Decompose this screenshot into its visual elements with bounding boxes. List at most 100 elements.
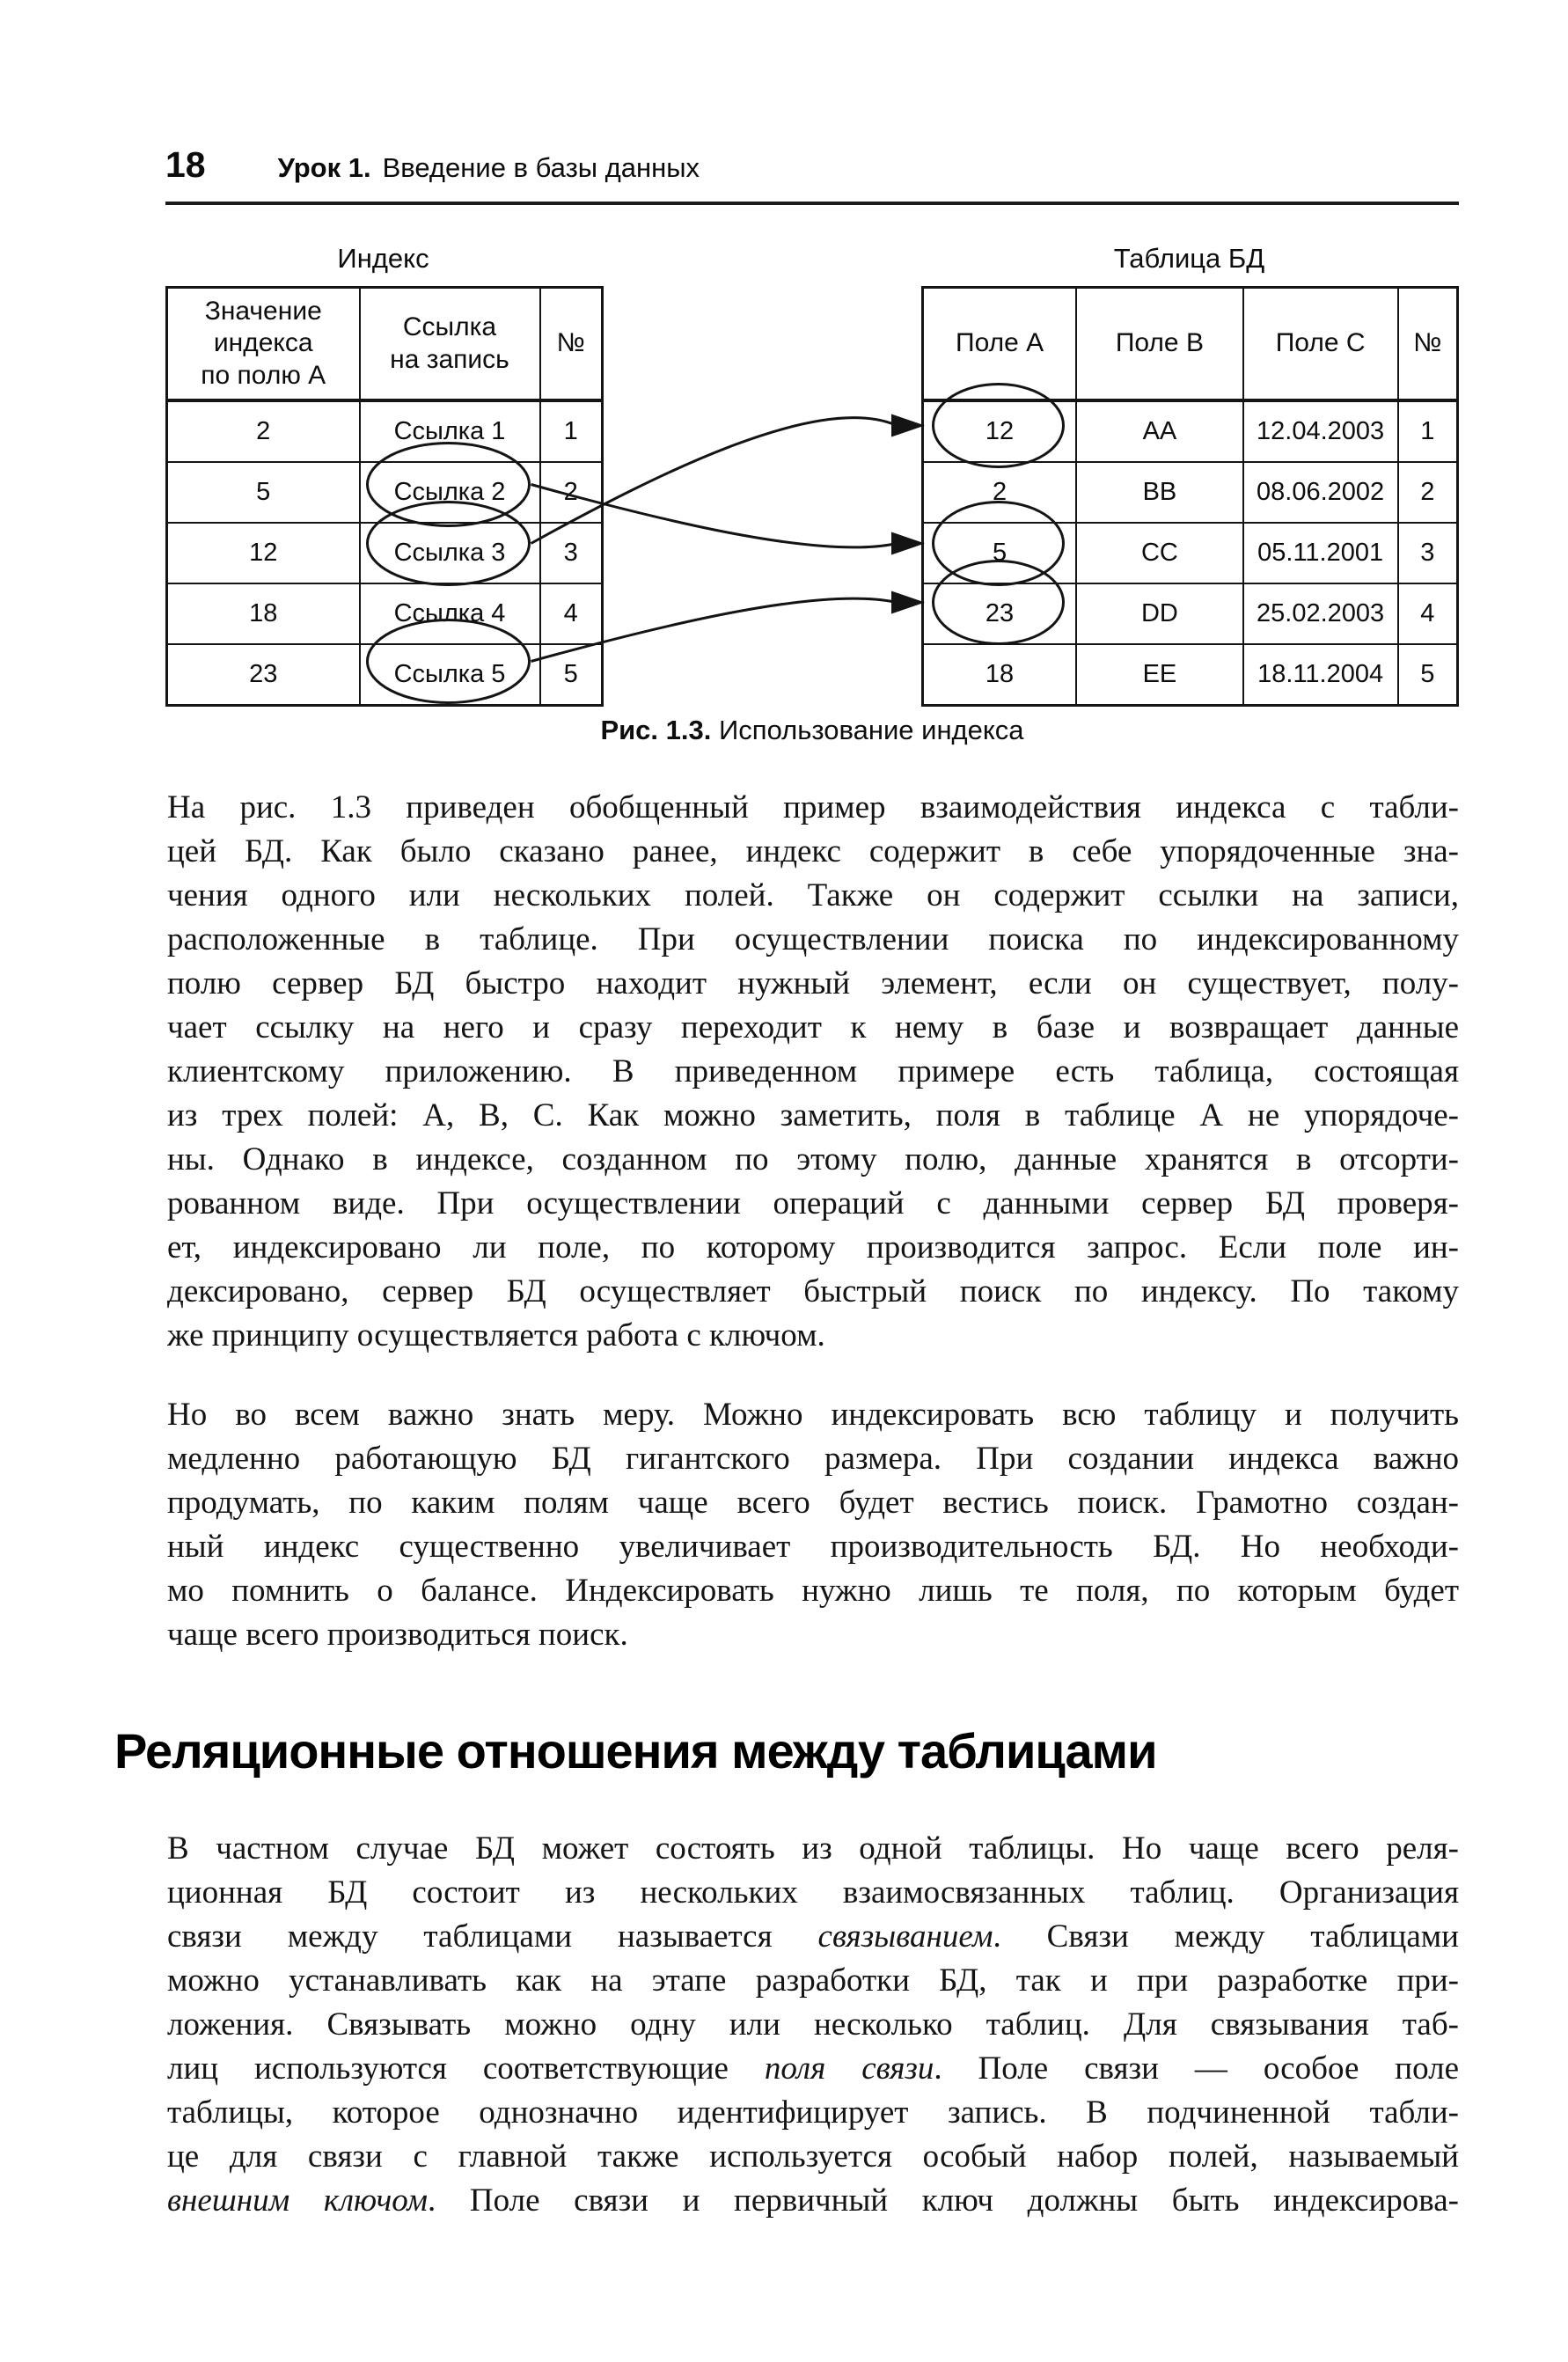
- text-segment: лиц используются соответствующие: [167, 2050, 765, 2087]
- table-cell: 1: [539, 400, 604, 463]
- table-cell: 12: [921, 400, 1078, 463]
- table-header-row: Значение индекса по полю А Ссылка на запи…: [165, 286, 604, 402]
- db-table: Поле А Поле В Поле С № 12 AA 12.04.2003 1 2 BB 08.…: [921, 286, 1459, 707]
- db-table-title: Таблица БД: [1113, 243, 1265, 274]
- text-line: ный индекс существенно увеличивает произ…: [167, 1525, 1459, 1569]
- text-segment: расположенные в таблице. При осуществлен…: [167, 921, 1459, 957]
- text-segment: це для связи с главной также используетс…: [167, 2138, 1459, 2175]
- relation-arrowhead: [891, 590, 925, 614]
- running-head: 18 Урок 1. Введение в базы данных: [165, 144, 1459, 186]
- table-cell: 23: [165, 643, 361, 707]
- text-line: В частном случае БД может состоять из од…: [167, 1827, 1459, 1871]
- text-segment: цей БД. Как было сказано ранее, индекс с…: [167, 833, 1459, 869]
- text-line: Но во всем важно знать меру. Можно индек…: [167, 1393, 1459, 1437]
- table-cell: 3: [539, 522, 604, 584]
- section-heading: Реляционные отношения между таблицами: [114, 1723, 1158, 1779]
- table-header-cell: Значение индекса по полю А: [165, 286, 361, 402]
- text-segment: продумать, по каким полям чаще всего буд…: [167, 1485, 1459, 1521]
- table-cell: 05.11.2001: [1242, 522, 1399, 584]
- table-cell: 1: [1396, 400, 1459, 463]
- emphasized-text: внешним ключом: [167, 2182, 429, 2219]
- table-cell: 18.11.2004: [1242, 643, 1399, 707]
- table-cell: Ссылка 5: [358, 643, 541, 707]
- text-line: медленно работающую БД гигантского разме…: [167, 1437, 1459, 1481]
- text-line: цей БД. Как было сказано ранее, индекс с…: [167, 830, 1459, 874]
- text-segment: дексировано, сервер БД осуществляет быст…: [167, 1273, 1459, 1309]
- text-segment: клиентскому приложению. В приведенном пр…: [167, 1053, 1459, 1089]
- table-row: 5 CC 05.11.2001 3: [921, 522, 1459, 584]
- table-cell: 25.02.2003: [1242, 583, 1399, 645]
- text-line: связи между таблицами называется связыва…: [167, 1915, 1459, 1959]
- table-cell: 23: [921, 583, 1078, 645]
- text-line: дексировано, сервер БД осуществляет быст…: [167, 1270, 1459, 1314]
- table-cell: 4: [539, 583, 604, 645]
- text-segment: таблицы, которое однозначно идентифициру…: [167, 2094, 1459, 2131]
- text-segment: полю сервер БД быстро находит нужный эле…: [167, 965, 1459, 1001]
- text-line: це для связи с главной также используетс…: [167, 2135, 1459, 2179]
- table-cell: Ссылка 1: [358, 400, 541, 463]
- table-cell: 5: [165, 461, 361, 524]
- text-segment: Но во всем важно знать меру. Можно индек…: [167, 1397, 1459, 1433]
- text-segment: . Поле связи и первичный ключ должны быт…: [428, 2182, 1459, 2219]
- relation-arrowhead: [891, 414, 925, 437]
- text-line: мо помнить о балансе. Индексировать нужн…: [167, 1569, 1459, 1613]
- table-cell: 2: [165, 400, 361, 463]
- text-line: чаще всего производиться поиск.: [167, 1613, 1459, 1657]
- paragraph: В частном случае БД может состоять из од…: [167, 1827, 1459, 2223]
- text-segment: . Связи между таблицами: [993, 1918, 1459, 1955]
- body-text: На рис. 1.3 приведен обобщенный пример в…: [114, 786, 1459, 2223]
- table-header-cell: Поле С: [1242, 286, 1399, 402]
- table-cell: BB: [1075, 461, 1244, 524]
- table-cell: Ссылка 2: [358, 461, 541, 524]
- text-line: расположенные в таблице. При осуществлен…: [167, 918, 1459, 962]
- text-line: из трех полей: А, В, С. Как можно замети…: [167, 1094, 1459, 1138]
- text-segment: рованном виде. При осуществлении операци…: [167, 1185, 1459, 1221]
- running-head-title: Введение в базы данных: [382, 152, 700, 183]
- text-line: ложения. Связывать можно одну или нескол…: [167, 2003, 1459, 2047]
- text-segment: связи между таблицами называется: [167, 1918, 818, 1955]
- table-cell: EE: [1075, 643, 1244, 707]
- figure-caption: Рис. 1.3. Использование индекса: [165, 715, 1459, 746]
- table-header-cell: Поле А: [921, 286, 1078, 402]
- text-line: можно устанавливать как на этапе разрабо…: [167, 1959, 1459, 2003]
- table-cell: 12.04.2003: [1242, 400, 1399, 463]
- table-cell: Ссылка 4: [358, 583, 541, 645]
- table-row: 18 EE 18.11.2004 5: [921, 643, 1459, 707]
- text-line: полю сервер БД быстро находит нужный эле…: [167, 962, 1459, 1006]
- table-header-cell: №: [1396, 286, 1459, 402]
- table-row: 12 AA 12.04.2003 1: [921, 400, 1459, 463]
- table-header-cell: №: [539, 286, 604, 402]
- text-line: внешним ключом. Поле связи и первичный к…: [167, 2179, 1459, 2223]
- text-segment: ложения. Связывать можно одну или нескол…: [167, 2006, 1459, 2043]
- table-cell: 2: [921, 461, 1078, 524]
- text-segment: ный индекс существенно увеличивает произ…: [167, 1529, 1459, 1565]
- text-line: На рис. 1.3 приведен обобщенный пример в…: [167, 786, 1459, 830]
- table-cell: 18: [921, 643, 1078, 707]
- emphasized-text: поля связи: [764, 2050, 934, 2087]
- figure-1-3: Индекс Таблица БД Значение индекса по по…: [165, 238, 1459, 707]
- table-cell: 08.06.2002: [1242, 461, 1399, 524]
- text-segment: можно устанавливать как на этапе разрабо…: [167, 1962, 1459, 1999]
- table-header-cell: Ссылка на запись: [358, 286, 541, 402]
- table-header-row: Поле А Поле В Поле С №: [921, 286, 1459, 402]
- table-cell: 18: [165, 583, 361, 645]
- text-segment: ны. Однако в индексе, созданном по этому…: [167, 1141, 1459, 1177]
- text-line: клиентскому приложению. В приведенном пр…: [167, 1050, 1459, 1094]
- paragraph: На рис. 1.3 приведен обобщенный пример в…: [167, 786, 1459, 1358]
- text-line: же принципу осуществляется работа с ключ…: [167, 1314, 1459, 1358]
- figure-caption-text: Использование индекса: [719, 715, 1024, 745]
- emphasized-text: связыванием: [817, 1918, 993, 1955]
- table-cell: 3: [1396, 522, 1459, 584]
- table-cell: 5: [921, 522, 1078, 584]
- table-header-cell: Поле В: [1075, 286, 1244, 402]
- table-cell: 5: [539, 643, 604, 707]
- figure-caption-label: Рис. 1.3.: [600, 715, 712, 745]
- text-segment: В частном случае БД может состоять из од…: [167, 1830, 1459, 1867]
- text-line: таблицы, которое однозначно идентифициру…: [167, 2091, 1459, 2135]
- relation-arrowhead: [891, 532, 925, 555]
- text-segment: мо помнить о балансе. Индексировать нужн…: [167, 1573, 1459, 1609]
